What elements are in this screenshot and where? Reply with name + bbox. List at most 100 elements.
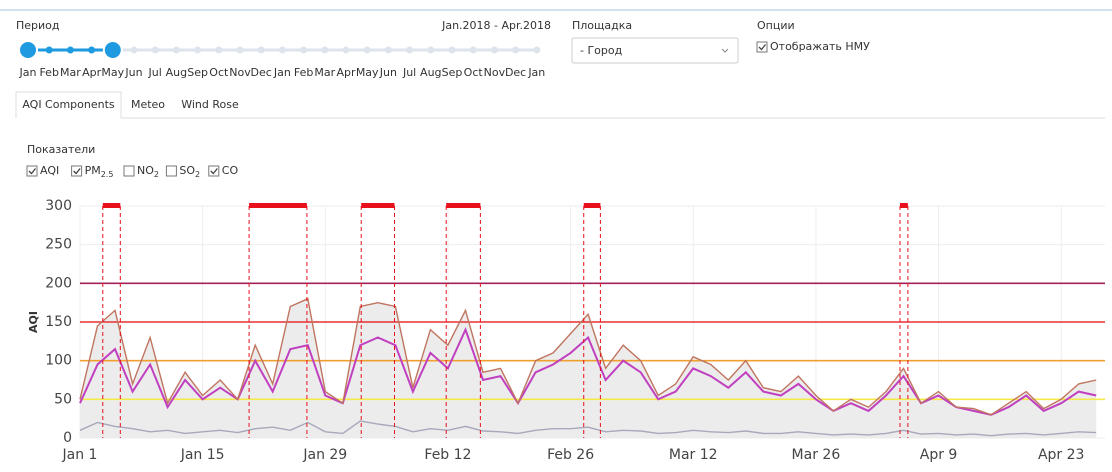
- site-value: - Город: [580, 44, 623, 57]
- slider-dot: [151, 46, 159, 54]
- slider-dot: [236, 46, 244, 54]
- y-tick-label: 150: [45, 314, 72, 330]
- slider-dot: [363, 46, 371, 54]
- indicator-name: CO: [222, 164, 239, 177]
- y-tick-label: 50: [54, 391, 72, 407]
- indicator-name: PM: [85, 164, 101, 177]
- indicator-label[interactable]: PM2.5: [85, 164, 114, 179]
- month-label: Jun: [124, 66, 142, 79]
- x-tick-label: Feb 12: [424, 447, 471, 463]
- select-caret: [721, 48, 729, 53]
- month-label: Jan: [527, 66, 545, 79]
- checkbox[interactable]: [165, 165, 177, 177]
- month-label: May: [101, 66, 124, 79]
- month-label: Apr: [82, 66, 102, 79]
- slider-dot: [427, 46, 435, 54]
- x-tick-label: Mar 12: [669, 447, 718, 463]
- month-label: Sep: [442, 66, 463, 79]
- month-label: Mar: [60, 66, 81, 79]
- slider-dot: [215, 46, 223, 54]
- y-tick-label: 100: [45, 353, 72, 369]
- checkbox[interactable]: [208, 165, 220, 177]
- nmu-bar: [249, 203, 307, 208]
- slider-dot: [172, 46, 180, 54]
- y-tick-label: 250: [45, 237, 72, 253]
- y-tick-label: 0: [63, 430, 72, 446]
- month-label: Sep: [187, 66, 208, 79]
- month-label: Feb: [294, 66, 313, 79]
- slider-handle[interactable]: [18, 40, 38, 60]
- indicators-title: Показатели: [27, 143, 95, 156]
- nmu-bar: [900, 203, 908, 208]
- indicator-label[interactable]: SO2: [179, 164, 200, 179]
- month-label: Nov: [229, 66, 251, 79]
- nmu-bar: [102, 203, 121, 208]
- x-tick-label: Mar 26: [792, 447, 841, 463]
- slider-dot: [469, 46, 477, 54]
- slider-dot: [448, 46, 456, 54]
- series-area: [80, 298, 1097, 438]
- y-tick-label: 200: [45, 275, 72, 291]
- month-label: Nov: [484, 66, 506, 79]
- indicator-sub: 2: [195, 170, 200, 179]
- month-label: Apr: [336, 66, 356, 79]
- month-label: Oct: [209, 66, 229, 79]
- checkbox[interactable]: [756, 41, 768, 53]
- month-label: Jan: [273, 66, 291, 79]
- checkmark: [210, 168, 218, 175]
- series-line: [79, 327, 1097, 416]
- nmu-bar: [446, 203, 481, 208]
- period-range: Jan.2018 - Apr.2018: [441, 19, 551, 32]
- indicator-name: NO: [137, 164, 154, 177]
- month-label: Aug: [420, 66, 441, 79]
- checkbox[interactable]: [123, 165, 135, 177]
- x-tick-label: Feb 26: [547, 447, 594, 463]
- checkmark: [758, 44, 767, 51]
- slider-dot: [194, 46, 202, 54]
- month-label: Oct: [464, 66, 484, 79]
- site-select[interactable]: [571, 37, 739, 64]
- month-label: Mar: [314, 66, 335, 79]
- slider-dot: [490, 46, 498, 54]
- x-tick-label: Apr 23: [1038, 447, 1084, 463]
- nmu-bar: [583, 203, 601, 208]
- indicator-name: SO: [179, 164, 195, 177]
- tab[interactable]: AQI Components: [22, 98, 115, 111]
- indicator-label[interactable]: CO: [222, 164, 239, 177]
- checkbox[interactable]: [71, 165, 83, 177]
- month-label: Dec: [505, 66, 526, 79]
- slider-handle[interactable]: [102, 40, 123, 60]
- slider-dot: [88, 46, 96, 54]
- x-tick-label: Jan 15: [180, 447, 225, 463]
- options-title: Опции: [757, 19, 795, 32]
- y-tick-label: 300: [45, 198, 72, 214]
- slider-dot: [278, 46, 286, 54]
- month-label: Jul: [402, 66, 416, 79]
- y-axis-label: AQI: [27, 311, 40, 333]
- indicator-label[interactable]: AQI: [40, 164, 59, 177]
- tab[interactable]: Meteo: [131, 98, 165, 111]
- site-title: Площадка: [572, 19, 632, 32]
- month-label: Jan: [19, 66, 37, 79]
- slider-dot: [342, 46, 350, 54]
- indicator-sub: 2: [154, 170, 159, 179]
- indicator-label[interactable]: NO2: [137, 164, 159, 179]
- tab[interactable]: Wind Rose: [181, 98, 239, 111]
- month-label: Aug: [166, 66, 187, 79]
- tab-active: [15, 91, 122, 118]
- slider-dot: [384, 46, 392, 54]
- x-tick-label: Apr 9: [920, 447, 958, 463]
- checkmark: [28, 168, 37, 175]
- slider-dot: [257, 46, 265, 54]
- slider-dot: [130, 46, 138, 54]
- slider-dot: [66, 46, 74, 54]
- checkbox[interactable]: [26, 165, 38, 177]
- slider-dot: [512, 46, 520, 54]
- x-tick-label: Jan 29: [302, 447, 347, 463]
- slider-dot: [406, 46, 414, 54]
- month-label: May: [356, 66, 379, 79]
- month-label: Jun: [379, 66, 397, 79]
- month-label: Jul: [148, 66, 162, 79]
- indicator-name: AQI: [40, 164, 59, 177]
- month-label: Dec: [251, 66, 272, 79]
